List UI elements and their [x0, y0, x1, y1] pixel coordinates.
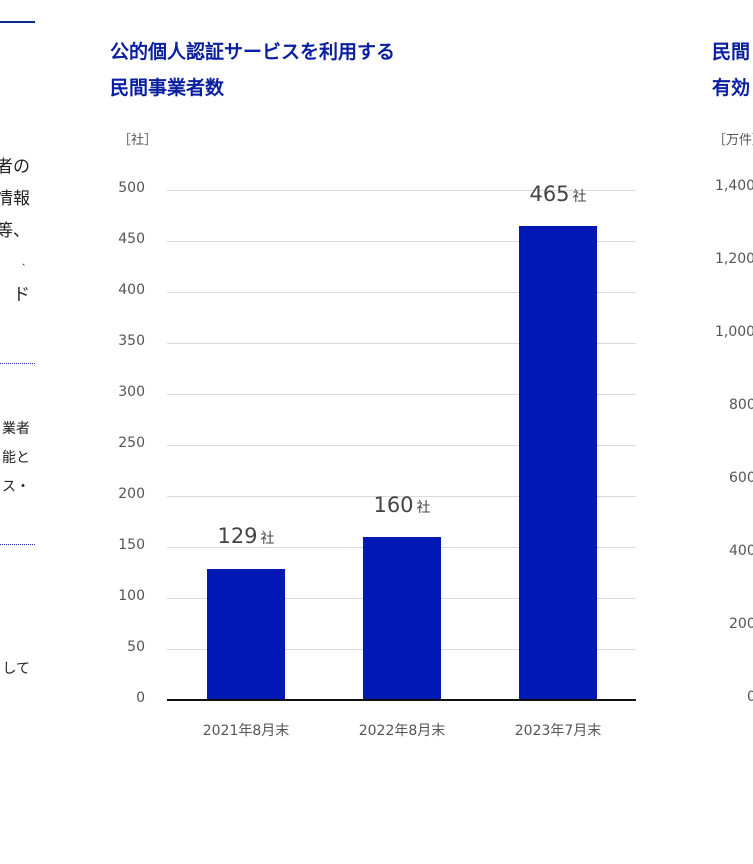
- left-text-line: ス・: [2, 479, 30, 495]
- y-tick: 200: [118, 486, 145, 502]
- dotted-divider: [0, 363, 35, 364]
- y-tick: 500: [118, 180, 145, 196]
- x-tick-label: 2023年7月末: [514, 723, 602, 739]
- y-tick: 450: [118, 231, 145, 247]
- bar-2023-07: [519, 226, 597, 700]
- y-tick: 300: [118, 384, 145, 400]
- bar-value-label: 465 社: [508, 182, 608, 206]
- y-tick: 150: [118, 537, 145, 553]
- gridline: [167, 445, 636, 446]
- left-text-line: 能と: [2, 450, 30, 466]
- gridline: [167, 394, 636, 395]
- y-tick: 800: [729, 397, 753, 413]
- y-tick: 1,000: [715, 324, 753, 340]
- left-text-line: 、: [22, 258, 30, 267]
- gridline: [167, 496, 636, 497]
- y-tick: 50: [127, 639, 145, 655]
- left-text-line: して: [2, 661, 30, 677]
- y-tick: 600: [729, 470, 753, 486]
- y-tick: 0: [136, 690, 145, 706]
- left-text-line: ド: [13, 285, 30, 305]
- chart-title-line-1: 公的個人認証サービスを利用する: [110, 41, 396, 63]
- y-tick: 1,200: [715, 251, 753, 267]
- left-text-line: 者の: [0, 157, 30, 177]
- bar-value-label: 160 社: [352, 493, 452, 517]
- left-text-line: 業者: [2, 421, 30, 437]
- left-text-block-3: して: [2, 655, 30, 684]
- left-text-block-2: 業者 能と ス・: [2, 415, 30, 502]
- y-tick: 100: [118, 588, 145, 604]
- right-chart-title-line-2: 有効: [712, 77, 751, 99]
- value-number: 160: [373, 493, 414, 517]
- left-text-line: 等、: [0, 221, 30, 241]
- x-tick-label: 2021年8月末: [202, 723, 290, 739]
- value-suffix: 社: [416, 500, 431, 516]
- value-number: 465: [529, 182, 570, 206]
- y-tick: 0: [747, 689, 753, 705]
- x-tick-label: 2022年8月末: [358, 723, 446, 739]
- bar-2021-08: [207, 569, 285, 700]
- y-axis-unit: ［社］: [118, 133, 158, 148]
- y-tick: 250: [118, 435, 145, 451]
- gridline: [167, 343, 636, 344]
- bar-value-label: 129 社: [196, 524, 296, 548]
- y-tick: 200: [729, 616, 753, 632]
- right-y-axis-unit: ［万件］: [713, 133, 753, 148]
- y-tick: 400: [729, 543, 753, 559]
- chart-title-line-2: 民間事業者数: [110, 77, 225, 99]
- y-tick: 1,400: [715, 178, 753, 194]
- value-suffix: 社: [260, 531, 275, 547]
- y-tick: 350: [118, 333, 145, 349]
- right-chart-title-line-1: 民間: [712, 41, 751, 63]
- section-underline: [0, 21, 35, 23]
- gridline: [167, 241, 636, 242]
- left-text-line: 情報: [0, 189, 30, 209]
- left-text-block-1: 者の 情報 等、 、 ド: [0, 151, 30, 311]
- dotted-divider: [0, 544, 35, 545]
- y-tick: 400: [118, 282, 145, 298]
- gridline: [167, 292, 636, 293]
- right-chart-title: 民間 有効: [712, 34, 750, 106]
- chart-title: 公的個人認証サービスを利用する 民間事業者数: [110, 34, 395, 106]
- value-suffix: 社: [572, 189, 587, 205]
- value-number: 129: [217, 524, 258, 548]
- bar-2022-08: [363, 537, 441, 700]
- gridline: [167, 190, 636, 191]
- x-axis-line: [167, 699, 636, 701]
